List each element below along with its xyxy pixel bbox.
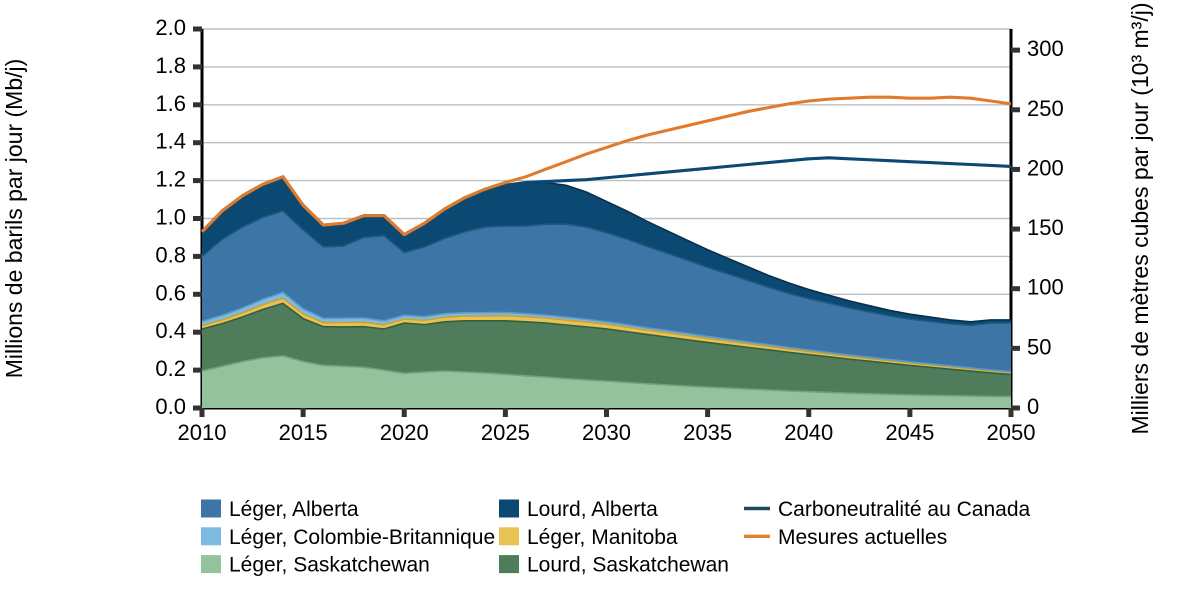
svg-text:0.8: 0.8 — [155, 242, 186, 267]
svg-text:2045: 2045 — [885, 420, 934, 445]
svg-text:Léger, Manitoba: Léger, Manitoba — [527, 526, 678, 549]
svg-text:1.2: 1.2 — [155, 167, 186, 192]
svg-text:50: 50 — [1027, 334, 1051, 359]
svg-text:1.6: 1.6 — [155, 91, 186, 116]
svg-text:Carboneutralité au Canada: Carboneutralité au Canada — [778, 498, 1030, 521]
svg-text:2020: 2020 — [380, 420, 429, 445]
svg-text:Mesures actuelles: Mesures actuelles — [778, 526, 947, 549]
svg-text:1.0: 1.0 — [155, 205, 186, 230]
svg-text:Léger, Colombie-Britannique: Léger, Colombie-Britannique — [229, 526, 495, 549]
svg-text:1.8: 1.8 — [155, 53, 186, 78]
svg-text:250: 250 — [1027, 96, 1064, 121]
svg-text:2050: 2050 — [987, 420, 1036, 445]
svg-text:Lourd, Saskatchewan: Lourd, Saskatchewan — [527, 554, 729, 577]
svg-text:2035: 2035 — [683, 420, 732, 445]
svg-text:0: 0 — [1027, 394, 1039, 419]
svg-text:2015: 2015 — [279, 420, 328, 445]
svg-text:2025: 2025 — [481, 420, 530, 445]
svg-text:Milliers de mètres cubes par j: Milliers de mètres cubes par jour (10³ m… — [1127, 2, 1153, 434]
svg-text:0.4: 0.4 — [155, 318, 186, 343]
svg-text:150: 150 — [1027, 215, 1064, 240]
svg-text:Lourd, Alberta: Lourd, Alberta — [527, 498, 658, 521]
svg-text:Léger, Alberta: Léger, Alberta — [229, 498, 359, 521]
svg-text:200: 200 — [1027, 155, 1064, 180]
svg-text:2.0: 2.0 — [155, 15, 186, 40]
svg-text:300: 300 — [1027, 36, 1064, 61]
svg-text:100: 100 — [1027, 275, 1064, 300]
svg-text:0.6: 0.6 — [155, 280, 186, 305]
svg-text:Millions de barils par jour (M: Millions de barils par jour (Mb/j) — [1, 59, 27, 379]
svg-text:1.4: 1.4 — [155, 129, 186, 154]
svg-text:2030: 2030 — [582, 420, 631, 445]
svg-text:0.2: 0.2 — [155, 356, 186, 381]
svg-text:2010: 2010 — [178, 420, 227, 445]
svg-text:2040: 2040 — [784, 420, 833, 445]
svg-text:Léger, Saskatchewan: Léger, Saskatchewan — [229, 554, 430, 577]
svg-text:0.0: 0.0 — [155, 394, 186, 419]
